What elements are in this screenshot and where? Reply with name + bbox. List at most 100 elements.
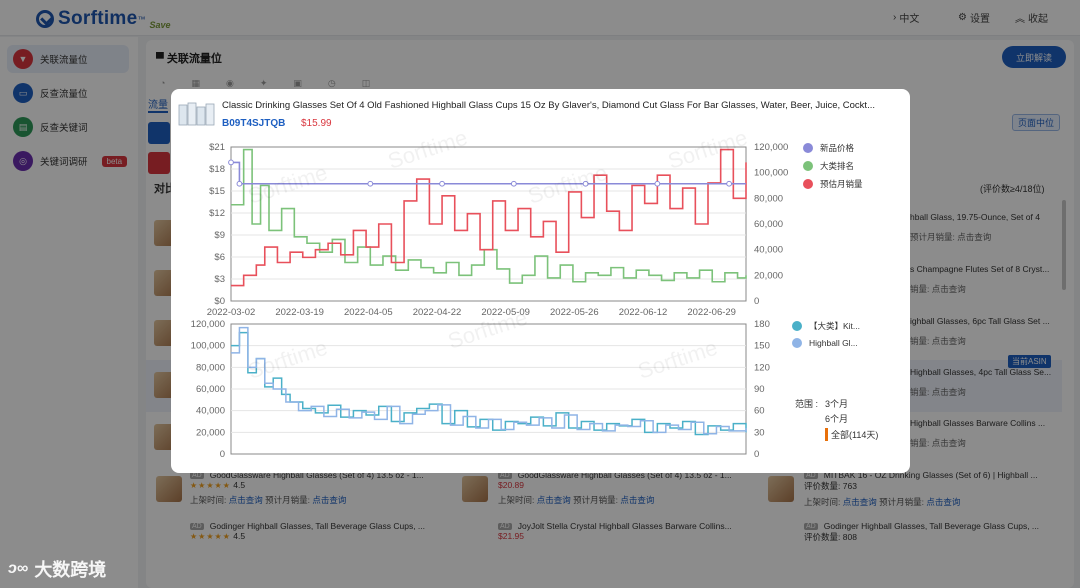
range-all[interactable]: 全部(114天) <box>825 428 878 441</box>
filter-button[interactable] <box>148 122 170 144</box>
range-label: 范围 : <box>795 399 819 409</box>
product-card[interactable]: AD GoodGlassware Highball Glasses (Set of… <box>462 470 752 506</box>
logo[interactable]: Sorftime ™ Save <box>36 8 171 30</box>
gear-icon: ⚙ <box>958 12 967 23</box>
bottom-chart-y-left-tick: 20,000 <box>196 427 225 438</box>
bottom-chart-y-left-tick: 40,000 <box>196 406 225 417</box>
scrollbar[interactable] <box>1062 200 1066 290</box>
tool-icon[interactable]: ◷ <box>327 78 336 88</box>
sidebar: ▼ 关联流量位 ▭ 反查流量位 ▤ 反查关键词 ◎ 关键词调研 beta <box>0 37 138 588</box>
tool-icon[interactable]: ▣ <box>293 78 302 88</box>
filter-button-red[interactable] <box>148 152 170 174</box>
legend-dot <box>792 338 802 348</box>
sidebar-item-reverse-traffic[interactable]: ▭ 反查流量位 <box>7 79 129 107</box>
top-chart-y-right-tick: 80,000 <box>754 193 783 204</box>
toolbar-icons: ◔ ▦ ◉ ✦ ▣ ◷ ◫ <box>160 78 370 89</box>
product-card[interactable]: AD MITBAK 16 - OZ Drinking Glasses (Set o… <box>768 470 1058 508</box>
nav-settings[interactable]: ⚙ 设置 <box>958 12 990 25</box>
ad-badge: AD <box>190 522 204 530</box>
nav-collapse[interactable]: ︽ 收起 <box>1015 10 1048 25</box>
collapse-icon: ︽ <box>1015 14 1025 25</box>
bottom-chart-y-left-tick: 80,000 <box>196 362 225 373</box>
ad-badge: AD <box>804 471 818 479</box>
bottom-chart-y-right-tick: 180 <box>754 319 770 330</box>
top-chart-x-tick: 2022-04-05 <box>344 307 393 318</box>
logo-text: Sorftime <box>58 8 138 29</box>
product-card[interactable]: AD GoodGlassware Highball Glasses (Set of… <box>154 470 444 506</box>
legend-category-kitchen[interactable]: 【大类】Kit... <box>792 320 860 332</box>
list-item[interactable]: s Champagne Flutes Set of 8 Cryst... 销量:… <box>910 264 1050 294</box>
legend-monthly-sales[interactable]: 预估月销量 <box>803 178 863 190</box>
legend-dot <box>803 179 813 189</box>
tool-icon[interactable]: ▦ <box>191 78 200 88</box>
top-chart-y-left-tick: $3 <box>214 274 225 285</box>
logo-tagline: Save <box>149 20 171 30</box>
logo-icon <box>36 10 54 28</box>
chevron-right-icon: › <box>893 12 897 23</box>
top-chart-y-right-tick: 40,000 <box>754 245 783 256</box>
price-point <box>654 180 661 187</box>
price-point <box>582 180 589 187</box>
range-6-months[interactable]: 6个月 <box>825 414 849 424</box>
nav-language[interactable]: › 中文 <box>893 12 920 25</box>
legend-category-rank[interactable]: 大类排名 <box>803 160 854 172</box>
bottom-chart-y-left-tick: 0 <box>220 449 225 460</box>
top-chart-y-left-tick: $21 <box>209 142 225 153</box>
top-chart-x-tick: 2022-06-12 <box>619 307 668 318</box>
page-title: ▀ 关联流量位 <box>156 53 222 65</box>
tool-icon[interactable]: ◔ <box>160 78 166 88</box>
product-thumb <box>768 476 794 502</box>
watermark-logo-icon: ↄ∞ <box>8 560 29 577</box>
list-item[interactable]: ighball Glasses, 6pc Tall Glass Set ... … <box>910 316 1050 346</box>
list-item[interactable]: hball Glass, 19.75-Ounce, Set of 4 预计月销量… <box>910 212 1040 242</box>
product-card[interactable]: AD Godinger Highball Glasses, Tall Bevera… <box>190 521 426 541</box>
top-chart-frame <box>230 146 747 302</box>
series-monthly-sales-line <box>231 148 747 287</box>
monitor-icon: ▭ <box>13 83 33 103</box>
price-point <box>228 159 234 166</box>
sidebar-item-reverse-keywords[interactable]: ▤ 反查关键词 <box>7 113 129 141</box>
list-item[interactable]: Highball Glasses Barware Collins ... 销量:… <box>910 418 1046 448</box>
chart-watermark: Sorftime <box>665 125 751 174</box>
top-chart-x-tick: 2022-03-19 <box>275 307 324 318</box>
product-card[interactable]: AD Godinger Highball Glasses, Tall Bevera… <box>804 521 1040 542</box>
bottom-chart-y-left-tick: 60,000 <box>196 384 225 395</box>
product-trend-modal: Classic Drinking Glasses Set Of 4 Old Fa… <box>171 89 910 473</box>
top-chart-x-tick: 2022-05-26 <box>550 307 599 318</box>
top-bar: Sorftime ™ Save › 中文 ⚙ 设置 ︽ 收起 <box>0 0 1080 36</box>
bottom-chart-y-left-tick: 120,000 <box>191 319 225 330</box>
sidebar-item-keyword-research[interactable]: ◎ 关键词调研 beta <box>7 147 129 175</box>
traffic-icon: ▼ <box>13 49 33 69</box>
current-asin-badge: 当前ASIN <box>1008 355 1051 368</box>
page-mid-badge: 页面中位 <box>1012 114 1061 131</box>
bottom-chart-y-right-tick: 90 <box>754 384 765 395</box>
top-chart-x-tick: 2022-05-09 <box>481 307 530 318</box>
price-point <box>439 180 445 187</box>
compare-label: 对比 <box>154 183 176 195</box>
analyze-button[interactable]: 立即解读 <box>1002 46 1066 68</box>
legend-dot <box>792 321 802 331</box>
chart-watermark: Sorftime <box>385 125 471 174</box>
series-highball-line <box>231 326 747 435</box>
product-price: $15.99 <box>301 118 332 129</box>
price-point <box>510 180 517 187</box>
top-chart-y-left-tick: $15 <box>209 186 225 197</box>
product-card[interactable]: AD JoyJolt Stella Crystal Highball Glasse… <box>498 521 732 541</box>
product-asin[interactable]: B09T4SJTQB <box>222 118 286 129</box>
top-chart-y-left-tick: $6 <box>214 252 225 263</box>
legend-highball[interactable]: Highball Gl... <box>792 338 858 348</box>
range-3-months[interactable]: 3个月 <box>825 399 849 409</box>
tool-icon[interactable]: ✦ <box>259 78 268 88</box>
chart-watermark: Sorftime <box>245 160 331 209</box>
sidebar-item-related-traffic[interactable]: ▼ 关联流量位 <box>7 45 129 73</box>
legend-new-price[interactable]: 新品价格 <box>803 142 854 154</box>
bottom-chart-y-right-tick: 60 <box>754 406 765 417</box>
tool-icon[interactable]: ◉ <box>225 78 234 88</box>
top-chart-y-right-tick: 0 <box>754 296 759 307</box>
beta-badge: beta <box>101 155 128 167</box>
price-point <box>726 180 733 187</box>
tool-icon[interactable]: ◫ <box>361 78 371 88</box>
list-item[interactable]: Highball Glasses, 4pc Tall Glass Se... 销… <box>910 367 1052 397</box>
top-chart-y-left-tick: $18 <box>209 164 225 175</box>
tab-traffic[interactable]: 流量 <box>148 96 168 113</box>
